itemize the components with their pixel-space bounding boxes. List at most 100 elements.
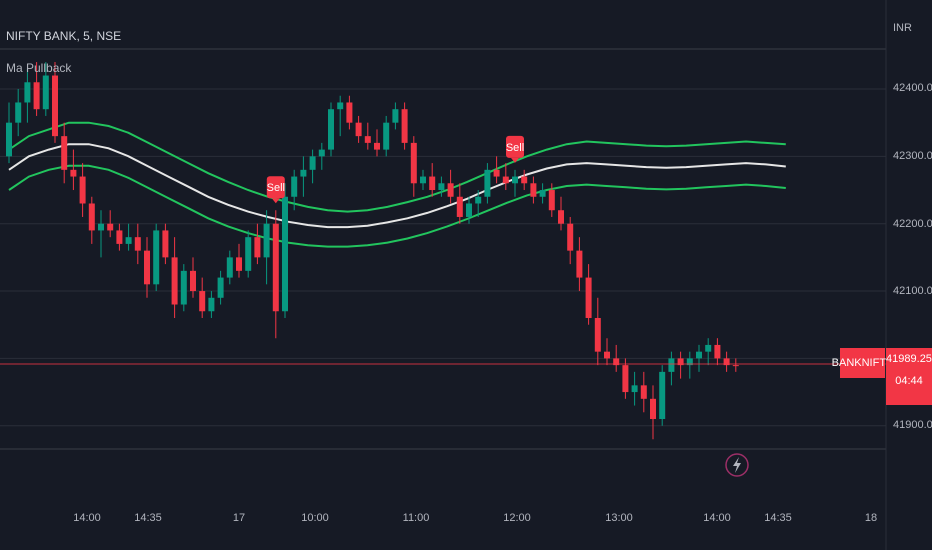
candle-body [558, 210, 564, 224]
candle-body [567, 223, 574, 251]
candle-body [539, 190, 546, 197]
candle-body [226, 257, 233, 278]
candle-body [162, 230, 169, 258]
candle-body [456, 196, 463, 217]
candle-body [236, 257, 242, 271]
lightning-icon[interactable] [725, 453, 749, 477]
x-tick: 17 [232, 512, 246, 524]
x-tick: 10:00 [301, 512, 329, 524]
candle-body [677, 358, 684, 366]
candle-body [659, 371, 666, 420]
candle-body [52, 75, 58, 137]
candle-body [24, 82, 31, 103]
sell-signal[interactable]: Sell [266, 176, 285, 204]
candle-body [640, 385, 647, 399]
last-price-label: 41989.25 [886, 353, 932, 365]
candles [6, 62, 739, 440]
candle-body [272, 223, 279, 312]
candle-body [530, 183, 537, 197]
currency-label: INR [893, 22, 912, 34]
price-tag: 41989.25 04:44 [886, 348, 932, 405]
candle-body [383, 122, 390, 150]
x-tick: 13:00 [605, 512, 633, 524]
y-tick: 42200.00 [893, 218, 932, 230]
candle-body [199, 291, 206, 312]
candle-body [686, 358, 693, 366]
symbol-price-tag[interactable]: BANKNIFTY [832, 348, 893, 378]
candle-body [484, 169, 491, 197]
x-tick: 14:35 [764, 512, 792, 524]
upper-band-line [8, 121, 786, 213]
candle-body [576, 250, 583, 278]
indicator-label[interactable]: Ma Pullback [6, 61, 72, 75]
y-tick: 41900.00 [893, 419, 932, 431]
candle-body [337, 102, 344, 110]
sell-signal-box [506, 135, 524, 158]
candle-body [116, 230, 123, 244]
candle-body [355, 122, 362, 137]
candle-body [70, 169, 77, 177]
candle-body [548, 190, 555, 211]
candle-body [190, 270, 196, 292]
candle-body [291, 176, 298, 197]
candle-body [42, 75, 49, 110]
x-tick: 12:00 [503, 512, 531, 524]
ma-bands [8, 121, 786, 248]
candle-body [410, 142, 417, 184]
x-tick: 14:35 [134, 512, 162, 524]
grid [0, 88, 886, 427]
candle-body [79, 176, 86, 204]
candle-body [300, 169, 307, 177]
candle-body [512, 176, 518, 184]
candle-body [696, 351, 702, 359]
candle-body [585, 277, 592, 318]
candle-body [420, 176, 426, 184]
signals: Sell Sell [266, 135, 524, 204]
sell-signal[interactable]: Sell [506, 135, 524, 163]
lower-band-line [8, 164, 786, 248]
candle-body [493, 169, 500, 177]
candle-body [502, 176, 509, 184]
symbol-title[interactable]: NIFTY BANK, 5, NSE [6, 29, 122, 43]
candle-body [88, 203, 95, 231]
sell-signal-pointer [271, 198, 280, 204]
candle-body [714, 344, 721, 359]
candle-body [328, 109, 334, 150]
candle-body [125, 237, 132, 244]
candle-body [263, 223, 270, 258]
sell-signal-label: Sell [506, 142, 524, 154]
candle-body [466, 203, 472, 217]
candle-body [392, 109, 399, 123]
x-tick: 11:00 [402, 512, 430, 524]
candle-body [309, 156, 316, 170]
candle-body [98, 223, 104, 231]
candle-body [171, 257, 178, 305]
candle-body [134, 237, 141, 251]
sell-signal-box [266, 176, 285, 199]
candle-body [732, 365, 739, 367]
candle-body [6, 122, 12, 157]
sell-signal-pointer [511, 157, 519, 163]
candle-body [521, 176, 528, 184]
candle-body [217, 277, 224, 298]
y-tick: 42400.00 [893, 82, 932, 94]
candle-body [15, 102, 22, 123]
x-tick: 18 [864, 512, 878, 524]
countdown-label: 04:44 [895, 375, 923, 387]
candle-body [429, 176, 436, 191]
y-tick: 42300.00 [893, 150, 932, 162]
candle-body [438, 183, 445, 191]
candle-body [447, 183, 454, 197]
candle-body [650, 398, 656, 420]
sell-signal-label: Sell [267, 182, 285, 194]
candle-body [180, 270, 187, 305]
y-tick: 42100.00 [893, 285, 932, 297]
mid-ma-line [8, 143, 786, 229]
candle-body [282, 196, 288, 312]
candle-body [107, 223, 114, 231]
x-tick: 14:00 [73, 512, 101, 524]
candle-body [374, 142, 380, 150]
candle-body [364, 136, 371, 143]
candle-body [705, 344, 712, 352]
